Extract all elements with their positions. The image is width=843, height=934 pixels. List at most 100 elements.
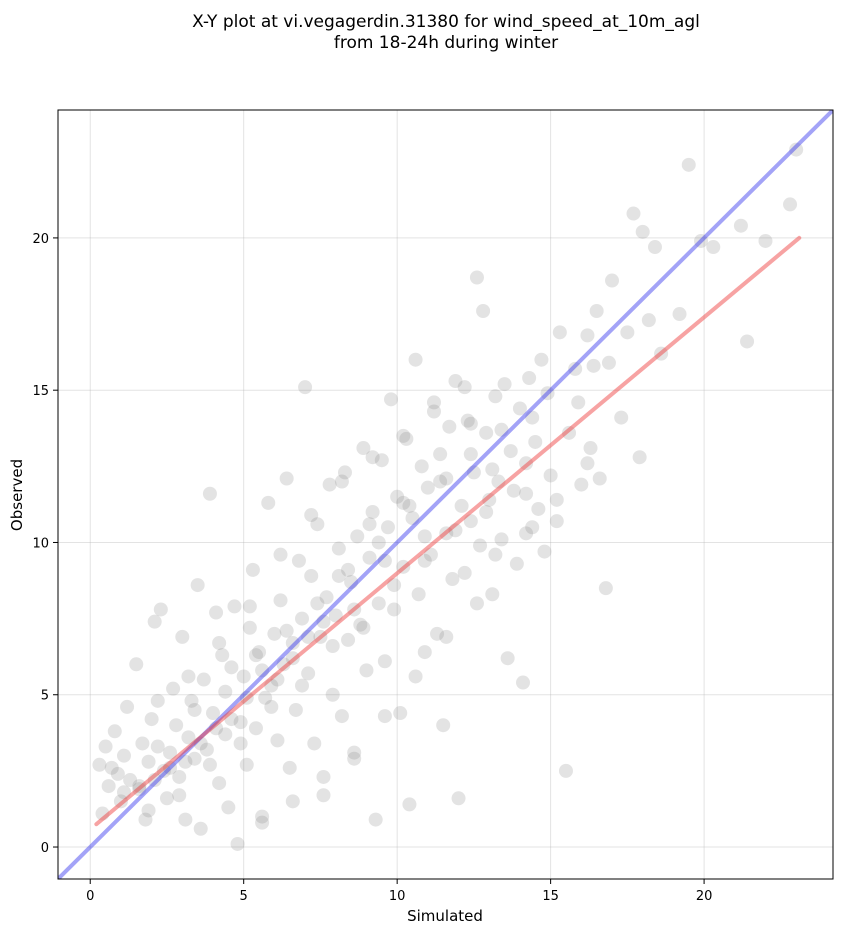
data-point (457, 380, 472, 395)
data-point (387, 602, 402, 617)
data-point (150, 693, 165, 708)
data-point (454, 498, 469, 513)
data-point (190, 578, 205, 593)
y-tick-label: 0 (41, 841, 49, 856)
data-points (92, 142, 804, 851)
data-point (469, 270, 484, 285)
x-tick-label: 5 (240, 889, 248, 904)
data-point (310, 596, 325, 611)
data-point (417, 529, 432, 544)
data-point (592, 471, 607, 486)
data-point (451, 791, 466, 806)
data-point (681, 157, 696, 172)
data-point (485, 587, 500, 602)
data-point (98, 739, 113, 754)
data-point (110, 766, 125, 781)
data-point (218, 684, 233, 699)
data-point (519, 456, 534, 471)
data-point (175, 629, 190, 644)
identity-line (58, 110, 833, 879)
data-point (209, 605, 224, 620)
data-point (224, 712, 239, 727)
data-point (463, 514, 478, 529)
data-point (371, 596, 386, 611)
data-point (503, 444, 518, 459)
data-point (92, 757, 107, 772)
data-point (141, 803, 156, 818)
data-point (224, 660, 239, 675)
data-point (380, 520, 395, 535)
data-point (500, 651, 515, 666)
data-point (414, 459, 429, 474)
data-point (273, 593, 288, 608)
data-point (626, 206, 641, 221)
data-point (469, 596, 484, 611)
data-point (586, 358, 601, 373)
data-point (439, 629, 454, 644)
data-point (116, 748, 131, 763)
data-point (242, 599, 257, 614)
data-point (270, 733, 285, 748)
data-point (580, 456, 595, 471)
data-point (399, 431, 414, 446)
y-tick-label: 5 (41, 689, 49, 704)
data-point (187, 751, 202, 766)
data-point (733, 218, 748, 233)
data-point (525, 410, 540, 425)
data-point (387, 578, 402, 593)
data-point (113, 794, 128, 809)
data-point (516, 675, 530, 690)
data-point (390, 489, 405, 504)
data-point (396, 428, 411, 443)
chart-title-line-2: from 18-24h during winter (334, 33, 558, 53)
data-point (150, 739, 165, 754)
data-point (473, 538, 488, 553)
data-point (172, 788, 187, 803)
data-point (494, 532, 509, 547)
data-point (270, 672, 285, 687)
data-point (193, 821, 208, 836)
data-point (285, 651, 300, 666)
data-point (758, 233, 773, 248)
data-point (558, 763, 573, 778)
data-point (264, 678, 279, 693)
data-point (227, 599, 242, 614)
data-point (135, 736, 150, 751)
data-point (307, 736, 322, 751)
data-point (641, 313, 656, 328)
data-point (411, 587, 426, 602)
data-point (433, 447, 448, 462)
data-point (534, 352, 549, 367)
data-point (144, 712, 159, 727)
data-point (347, 751, 362, 766)
data-point (789, 142, 804, 157)
data-point (528, 434, 543, 449)
data-point (304, 568, 319, 583)
data-point (497, 377, 512, 392)
data-point (147, 773, 162, 788)
plot-area-frame (57, 109, 834, 880)
data-point (571, 395, 586, 410)
data-point (620, 325, 635, 340)
data-point (325, 639, 340, 654)
x-axis-ticks: 0 5 10 15 20 (86, 879, 712, 904)
data-point (408, 669, 423, 684)
data-point (163, 760, 178, 775)
data-point (632, 450, 647, 465)
data-point (439, 471, 454, 486)
y-axis-label: Observed (8, 459, 26, 531)
x-tick-label: 15 (542, 889, 559, 904)
data-point (396, 559, 411, 574)
data-point (212, 776, 227, 791)
data-point (285, 794, 300, 809)
data-point (295, 678, 310, 693)
data-point (574, 477, 589, 492)
data-point (252, 645, 267, 660)
data-point (384, 392, 399, 407)
data-point (132, 779, 147, 794)
data-point (325, 687, 340, 702)
data-point (218, 727, 233, 742)
data-point (371, 535, 386, 550)
data-point (525, 520, 540, 535)
